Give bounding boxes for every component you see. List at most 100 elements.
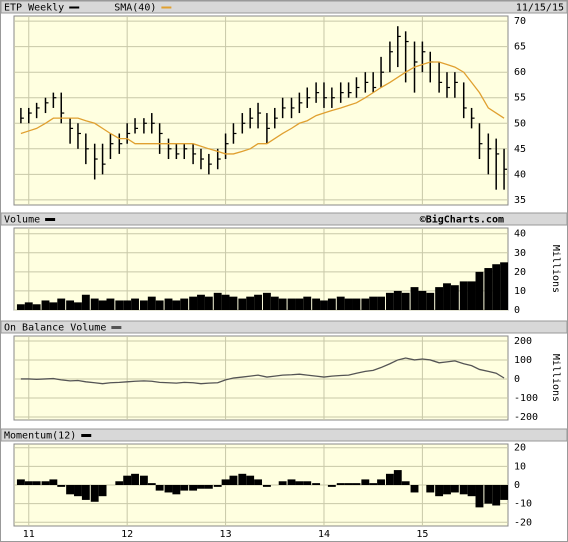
bar xyxy=(312,298,321,310)
bar xyxy=(418,290,427,310)
y-tick-label: 10 xyxy=(514,286,526,297)
panel-header xyxy=(0,428,568,442)
bar xyxy=(139,475,148,485)
credit: ©BigCharts.com xyxy=(420,214,504,226)
bar xyxy=(155,300,164,310)
bar xyxy=(410,485,419,493)
x-tick-label: 12 xyxy=(121,529,133,540)
bar xyxy=(106,298,115,310)
bar xyxy=(352,483,361,485)
bar xyxy=(98,300,107,310)
bar xyxy=(41,300,50,310)
bar xyxy=(443,283,451,310)
bar xyxy=(484,485,493,504)
y-tick-label: -10 xyxy=(514,499,532,510)
panel-header xyxy=(0,212,568,226)
y-tick-label: 40 xyxy=(514,229,526,240)
y-axis-label: Millions xyxy=(550,245,561,293)
bar xyxy=(90,485,99,502)
bar xyxy=(98,485,107,497)
bar xyxy=(312,483,321,485)
bar xyxy=(254,479,262,485)
bar xyxy=(287,298,296,310)
y-tick-label: 35 xyxy=(514,195,526,206)
bar xyxy=(164,485,173,493)
panel-title: Volume xyxy=(4,215,40,226)
date-label: 11/15/15 xyxy=(516,3,564,14)
bar xyxy=(393,470,402,485)
bar xyxy=(369,296,378,310)
bar xyxy=(270,296,279,310)
bar xyxy=(459,485,468,495)
bar xyxy=(229,296,238,310)
panel-title: Momentum(12) xyxy=(4,431,76,442)
bar xyxy=(393,290,402,310)
bar xyxy=(475,485,484,508)
bar xyxy=(131,298,139,310)
y-tick-label: 100 xyxy=(514,355,532,366)
bar xyxy=(164,298,173,310)
bar xyxy=(450,485,459,493)
y-tick-label: -20 xyxy=(514,517,532,528)
y-tick-label: 60 xyxy=(514,67,526,78)
bar xyxy=(262,485,271,487)
bar xyxy=(66,485,75,495)
bar xyxy=(204,296,213,310)
bar xyxy=(131,473,139,485)
bar xyxy=(57,298,66,310)
sma-line xyxy=(20,61,505,155)
y-tick-label: 70 xyxy=(514,16,526,27)
y-tick-label: 0 xyxy=(514,374,520,385)
bar xyxy=(377,296,385,310)
bar xyxy=(344,483,353,485)
bar xyxy=(115,300,124,310)
bar xyxy=(320,300,328,310)
bar xyxy=(147,296,156,310)
y-tick-label: 55 xyxy=(514,93,526,104)
bar xyxy=(426,485,435,493)
bar xyxy=(361,298,370,310)
y-tick-label: 45 xyxy=(514,144,526,155)
bar xyxy=(443,485,451,495)
panel-header xyxy=(0,0,568,14)
y-tick-label: -200 xyxy=(514,412,538,423)
y-tick-label: 20 xyxy=(514,267,526,278)
bar xyxy=(24,481,33,485)
bar xyxy=(155,485,164,491)
legend-label: SMA(40) xyxy=(114,3,156,14)
bar xyxy=(467,281,476,310)
bar xyxy=(66,300,75,310)
bar xyxy=(41,481,50,485)
bar xyxy=(189,296,198,310)
bar xyxy=(238,473,247,485)
bar xyxy=(74,485,82,497)
bar xyxy=(303,296,312,310)
y-tick-label: 50 xyxy=(514,118,526,129)
panel-title: On Balance Volume xyxy=(4,323,106,334)
line xyxy=(20,357,505,385)
bar xyxy=(16,304,25,310)
bar xyxy=(32,481,41,485)
bar xyxy=(254,294,262,310)
bar xyxy=(24,302,33,310)
panel-header xyxy=(0,320,568,334)
bar xyxy=(278,298,287,310)
bar xyxy=(500,262,508,310)
bar xyxy=(32,304,41,310)
bar xyxy=(221,294,230,310)
y-axis-label: Millions xyxy=(550,354,561,402)
bar xyxy=(213,292,222,310)
bar xyxy=(204,485,213,489)
bar xyxy=(361,479,370,485)
bar xyxy=(81,485,90,500)
bar xyxy=(303,481,312,485)
bar xyxy=(139,300,148,310)
bar xyxy=(467,485,476,497)
bar xyxy=(401,292,410,310)
bar xyxy=(336,483,345,485)
bar xyxy=(229,475,238,485)
x-tick-label: 15 xyxy=(416,529,428,540)
bar xyxy=(246,475,255,485)
bar xyxy=(377,479,385,485)
